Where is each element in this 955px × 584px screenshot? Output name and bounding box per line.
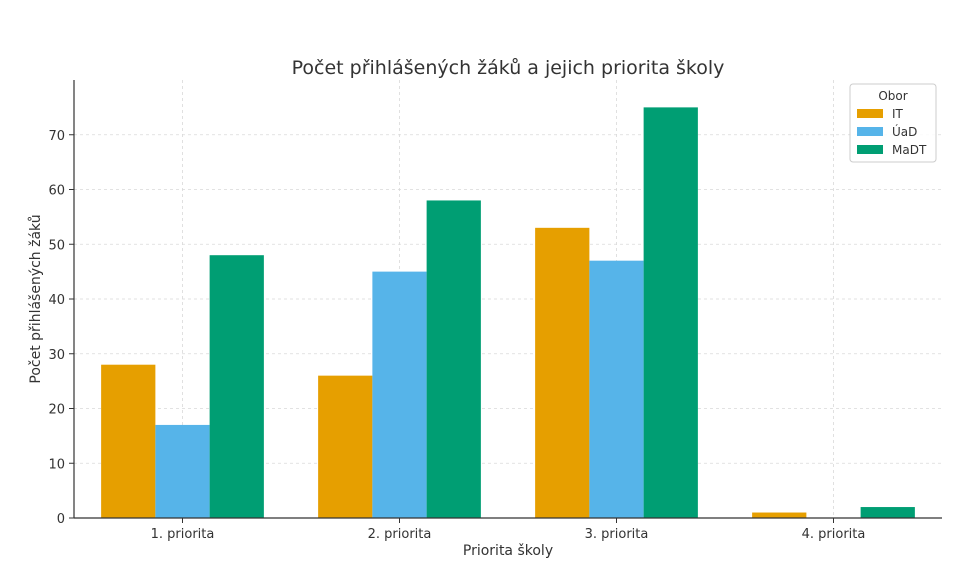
y-axis-label: Počet přihlášených žáků [28, 214, 44, 383]
legend-swatch [857, 109, 883, 118]
y-tick-label: 10 [48, 457, 65, 472]
legend: Obor IT ÚaD MaDT [849, 83, 937, 163]
bar-madt-3 [643, 107, 698, 518]
y-tick-label: 60 [48, 184, 65, 199]
y-tick-label: 30 [48, 348, 65, 363]
legend-box [849, 83, 937, 163]
bar-it-3 [535, 227, 590, 518]
x-tick-label: 1. priorita [151, 527, 215, 542]
y-tick-label: 70 [48, 129, 65, 144]
legend-label: ÚaD [892, 124, 917, 139]
legend-label: MaDT [892, 143, 927, 157]
x-axis-label: Priorita školy [463, 543, 553, 559]
legend-title: Obor [878, 89, 907, 103]
bar-it-1 [101, 364, 156, 518]
bar-madt-1 [209, 255, 264, 518]
chart-title: Počet přihlášených žáků a jejich priorit… [292, 57, 725, 79]
bar-madt-2 [426, 200, 481, 518]
y-tick-label: 0 [57, 512, 65, 527]
bar-it-2 [318, 375, 373, 518]
x-tick-label: 2. priorita [368, 527, 432, 542]
x-tick-label: 4. priorita [802, 527, 866, 542]
y-tick-label: 50 [48, 238, 65, 253]
bar-ad-1 [155, 424, 210, 518]
bar-ad-2 [372, 271, 427, 518]
bar-madt-4 [860, 507, 915, 518]
legend-swatch [857, 127, 883, 136]
legend-swatch [857, 145, 883, 154]
axes-layer: 0 10 20 30 40 50 60 70 1. priorita 2. priorita 3. … [48, 80, 942, 542]
bars-layer [101, 107, 915, 518]
y-tick-label: 20 [48, 403, 65, 418]
y-tick-label: 40 [48, 293, 65, 308]
bar-ad-3 [589, 260, 644, 518]
x-tick-label: 3. priorita [585, 527, 649, 542]
bar-it-4 [752, 512, 807, 518]
legend-label: IT [892, 107, 904, 121]
